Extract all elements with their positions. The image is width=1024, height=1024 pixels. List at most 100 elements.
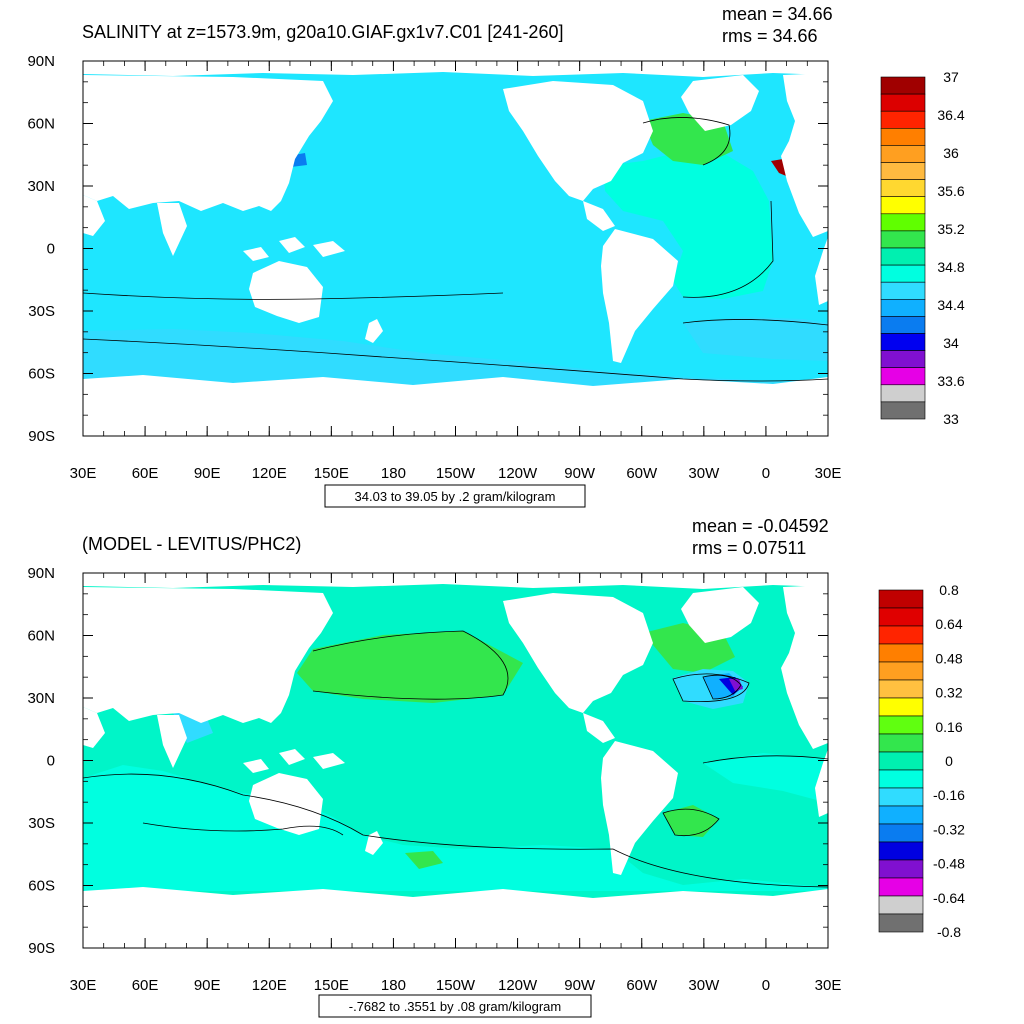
x-tick-label: 150W bbox=[436, 465, 476, 482]
x-tick-label: 90W bbox=[564, 465, 596, 482]
chart-title: SALINITY at z=1573.9m, g20a10.GIAF.gx1v7… bbox=[82, 22, 563, 42]
x-tick-label: 120E bbox=[252, 465, 287, 482]
map-top bbox=[82, 61, 829, 436]
colorbar-box bbox=[878, 589, 924, 609]
colorbar-box bbox=[880, 247, 926, 266]
range-label: 34.03 to 39.05 by .2 gram/kilogram bbox=[355, 489, 556, 504]
chart-panel-bottom: (MODEL - LEVITUS/PHC2) mean = -0.04592 r… bbox=[27, 516, 965, 1018]
contour-line bbox=[82, 338, 829, 382]
x-tick-label: 30E bbox=[70, 977, 97, 994]
range-box bbox=[318, 994, 592, 1018]
x-tick-label: 30E bbox=[815, 465, 842, 482]
x-tick-label: 180 bbox=[381, 465, 406, 482]
x-tick-label: 90E bbox=[194, 977, 221, 994]
y-tick-label: 0 bbox=[47, 241, 55, 258]
colorbar-label: 0.48 bbox=[935, 650, 962, 666]
contour-line bbox=[82, 773, 829, 888]
colorbar-label: 36.4 bbox=[937, 107, 964, 123]
colorbar-box bbox=[880, 350, 926, 369]
x-tick-label: 120W bbox=[498, 465, 538, 482]
y-tick-label: 60S bbox=[28, 366, 55, 383]
x-tick-label: 30E bbox=[70, 465, 97, 482]
y-tick-label: 30S bbox=[28, 815, 55, 832]
colorbar-label: 0.64 bbox=[935, 616, 962, 632]
stat-rms: rms = 34.66 bbox=[722, 26, 818, 46]
colorbar-label: -0.64 bbox=[933, 890, 965, 906]
colorbar-label: -0.32 bbox=[933, 821, 965, 837]
colorbar-box bbox=[880, 316, 926, 334]
colorbar-label: 0.32 bbox=[935, 685, 962, 701]
colorbar-box bbox=[878, 625, 924, 645]
north-pacific-anomaly bbox=[297, 631, 523, 703]
colorbar-box bbox=[880, 384, 926, 403]
stat-rms: rms = 0.07511 bbox=[692, 538, 806, 558]
colorbar-box bbox=[880, 333, 926, 351]
contour-line bbox=[702, 674, 742, 700]
contour-line bbox=[642, 117, 731, 166]
colorbar-label: -0.48 bbox=[933, 856, 965, 872]
colorbar-box bbox=[878, 733, 924, 753]
contour-line bbox=[142, 822, 344, 836]
range-label: -.7682 to .3551 by .08 gram/kilogram bbox=[349, 999, 561, 1014]
x-tick-label: 0 bbox=[762, 465, 770, 482]
axes-bottom: 30E 60E 90E 120E 150E 180 150W 120W 90W 60W 30W 0 30… bbox=[27, 565, 841, 994]
y-tick-label: 0 bbox=[47, 753, 55, 770]
pacific-green-patch bbox=[405, 851, 443, 869]
colorbar-label: 0.8 bbox=[939, 582, 959, 598]
colorbar-box bbox=[878, 607, 924, 627]
colorbar-box bbox=[878, 643, 924, 663]
stat-mean: mean = 34.66 bbox=[722, 4, 833, 24]
contour-line bbox=[82, 292, 504, 300]
colorbar-top: 37 36.4 36 35.6 35.2 34.8 34.4 34 33.6 33 bbox=[880, 69, 965, 427]
colorbar-box bbox=[880, 110, 926, 129]
south-atlantic-cyan bbox=[703, 753, 828, 803]
y-tick-label: 60S bbox=[28, 878, 55, 895]
range-box bbox=[324, 484, 586, 508]
colorbar-box bbox=[878, 787, 924, 807]
x-tick-label: 0 bbox=[762, 977, 770, 994]
colorbar-box bbox=[880, 145, 926, 163]
colorbar-box bbox=[880, 281, 926, 300]
stat-mean: mean = -0.04592 bbox=[692, 516, 829, 536]
x-tick-label: 60W bbox=[626, 465, 658, 482]
x-tick-label: 30W bbox=[688, 465, 720, 482]
colorbar-box bbox=[880, 230, 926, 249]
colorbar-label: 35.2 bbox=[937, 221, 964, 237]
map-bottom bbox=[82, 573, 829, 948]
colorbar-box bbox=[880, 196, 926, 215]
colorbar-box bbox=[878, 679, 924, 699]
x-tick-label: 30E bbox=[815, 977, 842, 994]
colorbar-bottom: 0.8 0.64 0.48 0.32 0.16 0 -0.16 -0.32 -0.48 -0.64… bbox=[878, 582, 965, 940]
colorbar-label: 37 bbox=[943, 69, 959, 85]
y-tick-label: 60N bbox=[27, 116, 55, 133]
colorbar-box bbox=[880, 401, 926, 420]
colorbar-box bbox=[878, 697, 924, 717]
colorbar-box bbox=[880, 128, 926, 146]
colorbar-label: 34.4 bbox=[937, 297, 964, 313]
colorbar-box bbox=[880, 76, 926, 95]
colorbar-label: 33.6 bbox=[937, 373, 964, 389]
y-tick-label: 30S bbox=[28, 303, 55, 320]
x-tick-label: 120E bbox=[252, 977, 287, 994]
colorbar-box bbox=[878, 715, 924, 735]
axes-top: 30E 60E 90E 120E 150E 180 150W 120W 90W 60W 30W 0 30… bbox=[27, 53, 841, 482]
colorbar-box bbox=[880, 264, 926, 283]
colorbar-box bbox=[880, 367, 926, 386]
colorbar-label: 33 bbox=[943, 411, 959, 427]
colorbar-box bbox=[878, 661, 924, 681]
y-tick-label: 30N bbox=[27, 690, 55, 707]
y-tick-label: 90N bbox=[27, 53, 55, 70]
south-atlantic-green bbox=[663, 805, 719, 837]
contour-line bbox=[702, 755, 829, 764]
colorbar-label: 0 bbox=[945, 753, 953, 769]
x-tick-label: 90E bbox=[194, 465, 221, 482]
colorbar-box bbox=[878, 895, 924, 915]
x-tick-label: 90W bbox=[564, 977, 596, 994]
y-tick-label: 90S bbox=[28, 940, 55, 957]
colorbar-box bbox=[880, 93, 926, 112]
atlantic-zone bbox=[603, 151, 773, 299]
colorbar-label: 35.6 bbox=[937, 183, 964, 199]
colorbar-label: -0.16 bbox=[933, 787, 965, 803]
x-tick-label: 60W bbox=[626, 977, 658, 994]
